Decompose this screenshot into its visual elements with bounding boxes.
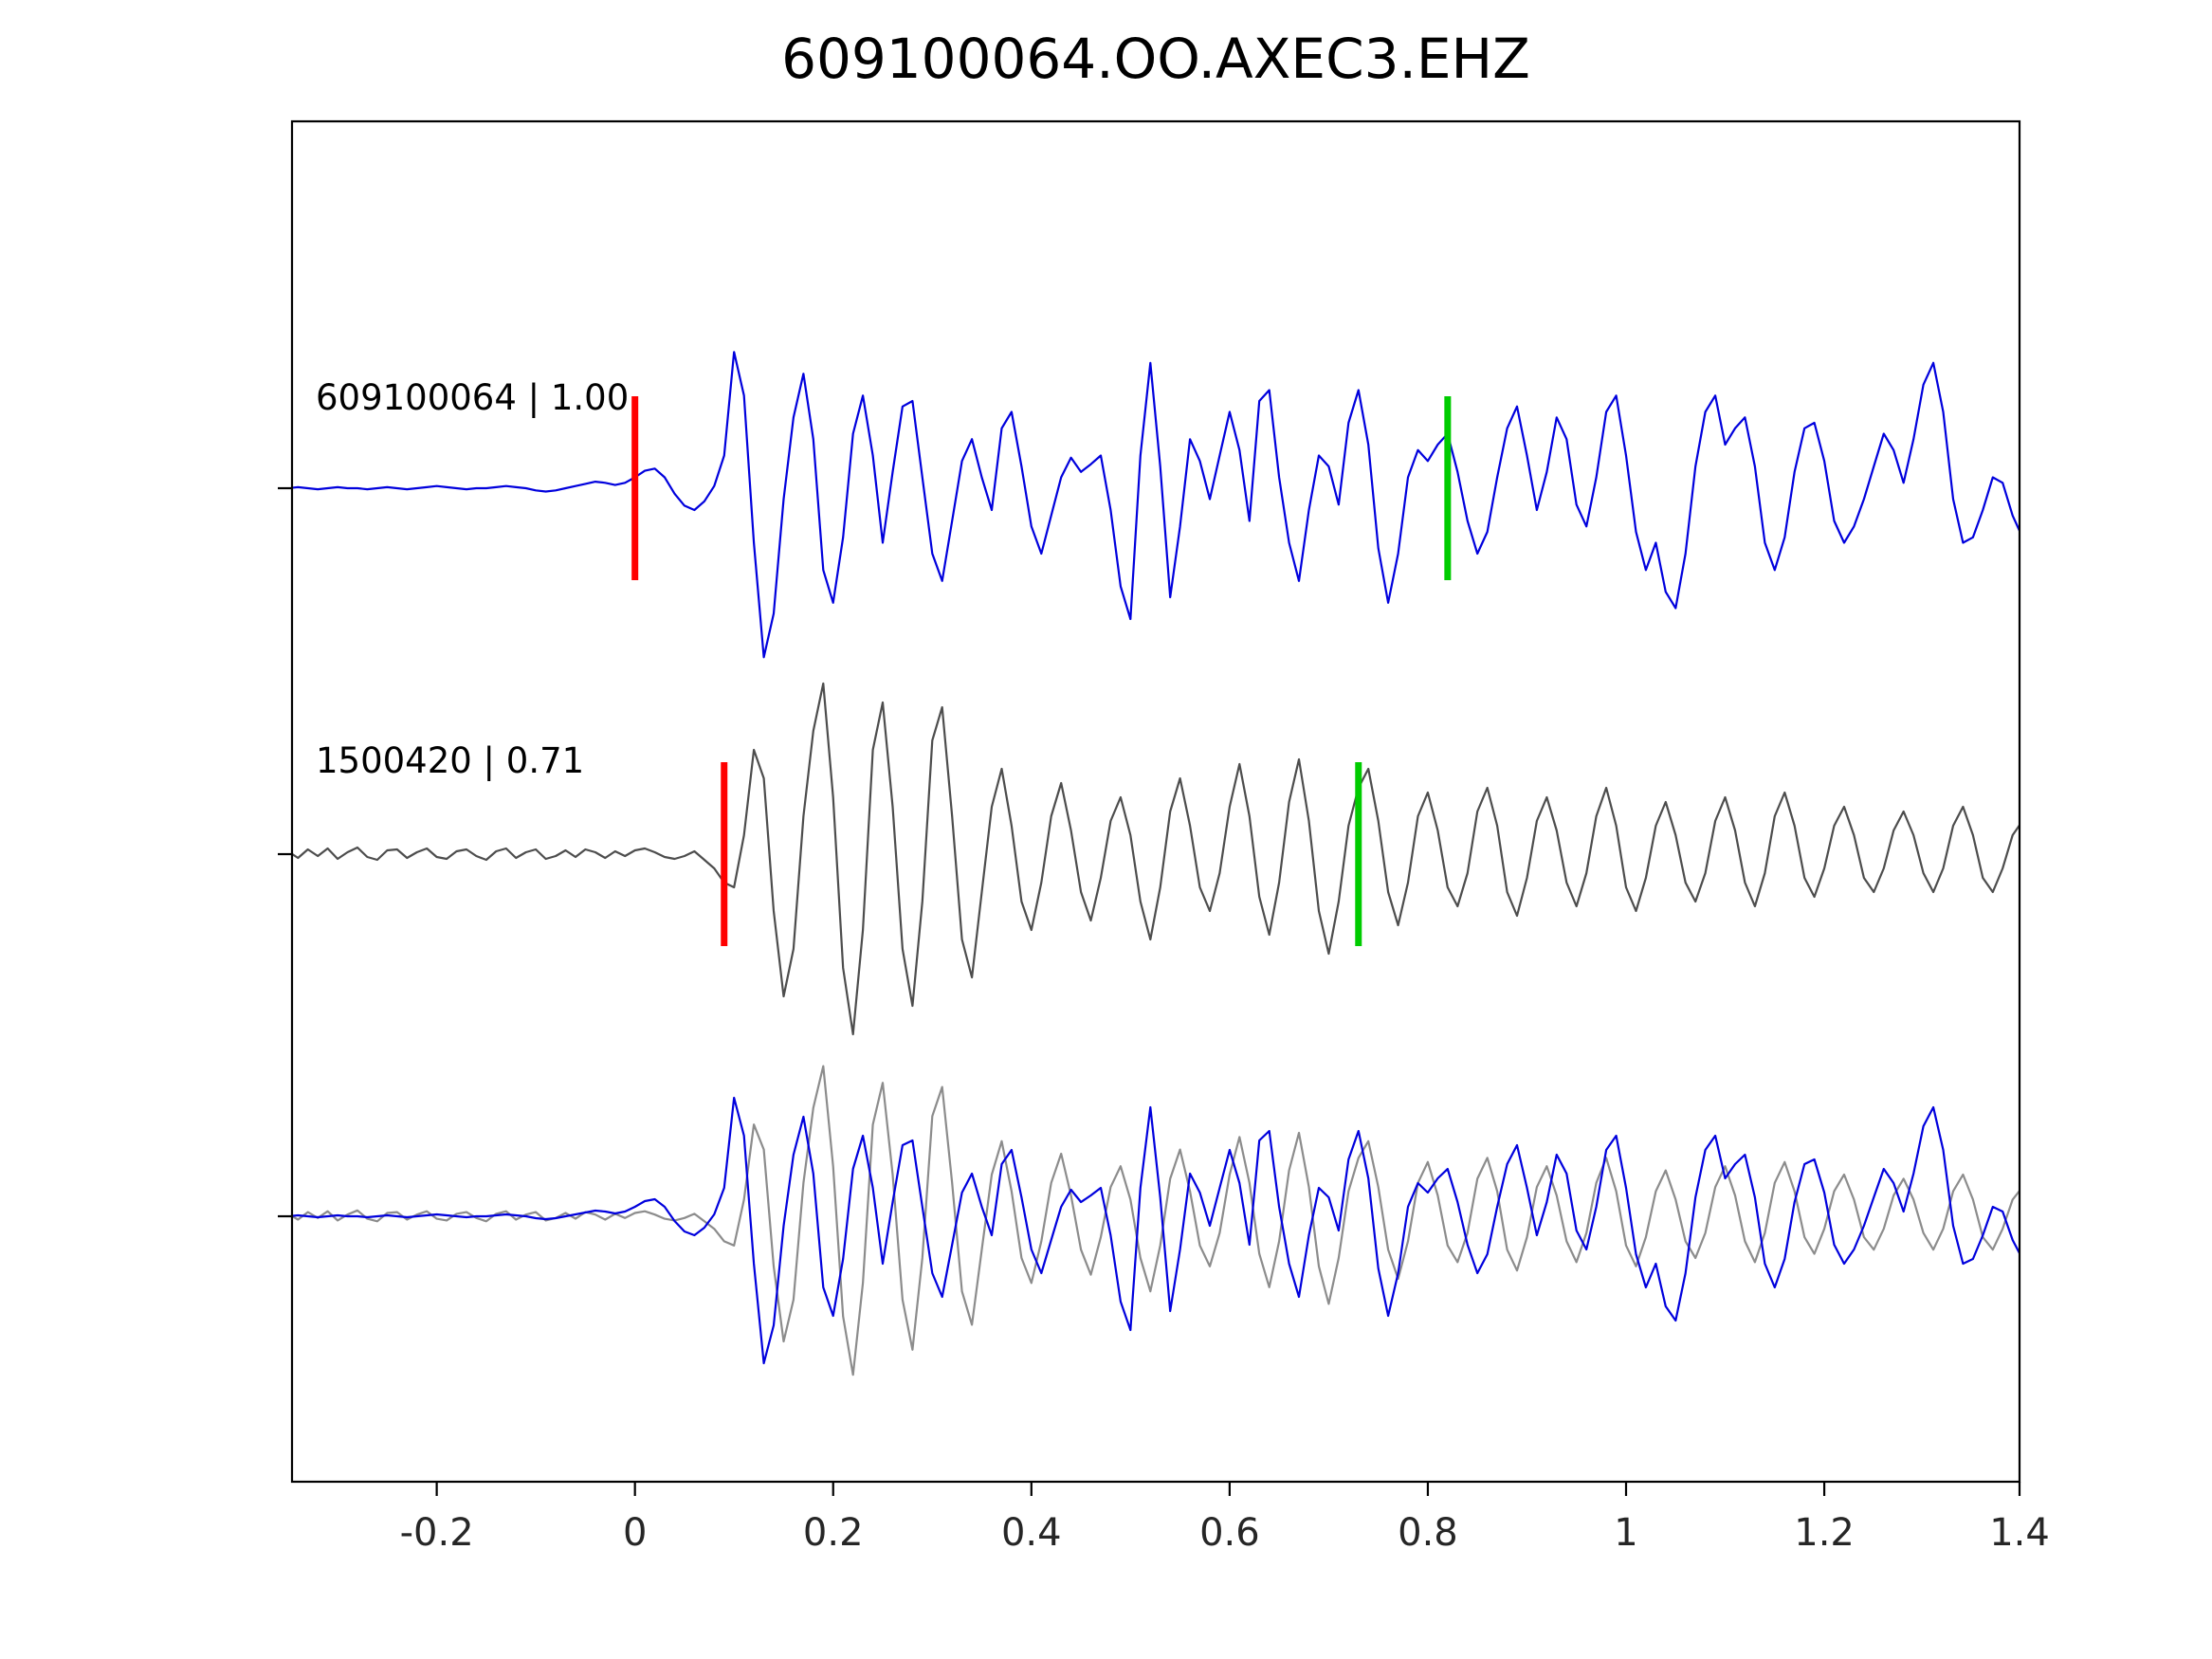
trace-label-template: 609100064 | 1.00: [316, 377, 629, 418]
figure-title: 609100064.OO.AXEC3.EHZ: [781, 27, 1530, 91]
waveform-match: [292, 682, 2020, 1036]
waveform-template: [292, 351, 2020, 659]
x-tick-label: 0.8: [1398, 1511, 1458, 1555]
x-tick-label: 0.2: [803, 1511, 864, 1555]
trace-label-match: 1500420 | 0.71: [316, 740, 584, 781]
x-tick-label: -0.2: [400, 1511, 474, 1555]
x-tick-label: 1: [1614, 1511, 1637, 1555]
overlay-waveform-match: [292, 1065, 2020, 1376]
x-tick-label: 0: [623, 1511, 647, 1555]
x-tick-label: 1.2: [1794, 1511, 1855, 1555]
waveform-layer: [292, 351, 2020, 1376]
x-tick-label: 1.4: [1989, 1511, 2050, 1555]
x-tick-label: 0.6: [1199, 1511, 1260, 1555]
plot-border: [290, 119, 2021, 1484]
x-tick-label: 0.4: [1001, 1511, 1062, 1555]
overlay-waveform-template: [292, 1096, 2020, 1365]
